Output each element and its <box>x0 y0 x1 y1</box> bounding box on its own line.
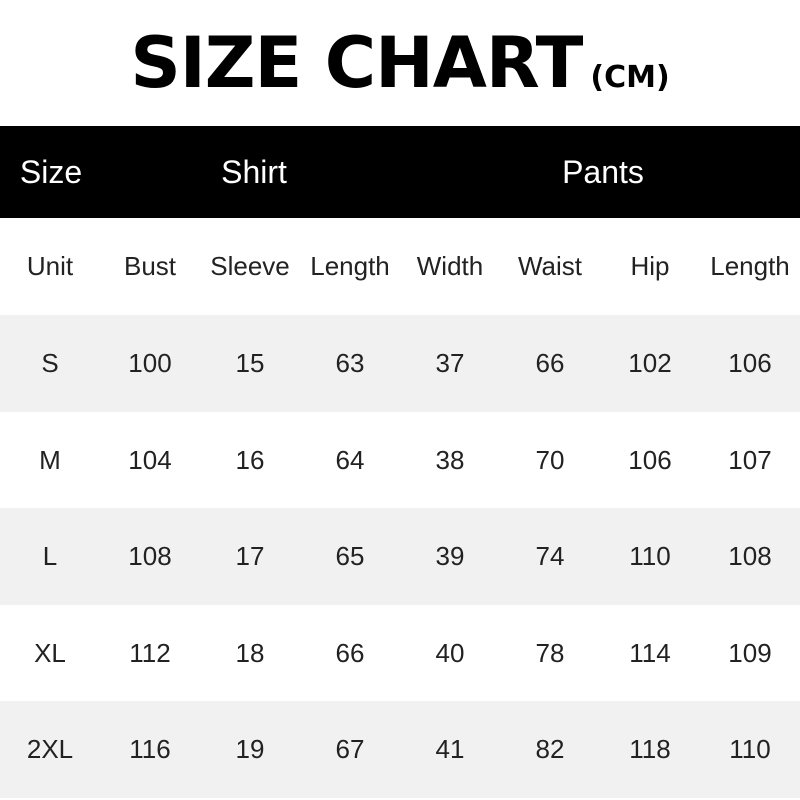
table-cell: 40 <box>435 637 465 668</box>
table-cell: 104 <box>128 444 172 475</box>
table-cell: S <box>41 348 59 378</box>
table-cell: 37 <box>435 348 465 378</box>
table-cell: 65 <box>335 541 365 571</box>
table-cell: Sleeve <box>210 251 290 281</box>
table-cell: 16 <box>235 444 265 475</box>
table-cell: 70 <box>535 444 565 475</box>
table-cell: Unit <box>26 251 74 281</box>
table-cell: Bust <box>123 251 177 281</box>
table-cell: Width <box>416 251 484 281</box>
table-cell: 39 <box>435 541 465 571</box>
table-cell: 110 <box>729 734 771 764</box>
table-row: 2XL 116 19 67 41 82 118 110 <box>0 701 800 798</box>
table-cell: 116 <box>129 734 171 764</box>
table-cell: 100 <box>128 348 172 378</box>
table-row: XL 112 18 66 40 78 114 109 <box>0 605 800 702</box>
table-row: L 108 17 65 39 74 110 108 <box>0 508 800 605</box>
table-cell: 112 <box>129 637 171 668</box>
header-pants: Pants <box>562 154 644 190</box>
table-cell: Length <box>710 251 790 281</box>
page-title: SIZE CHART (CM) <box>0 22 800 104</box>
table-cell: 18 <box>235 637 265 668</box>
table-cell: 66 <box>535 348 565 378</box>
table-cell: 82 <box>535 734 565 764</box>
table-cell: 109 <box>728 637 772 668</box>
table-cell: 106 <box>728 348 772 378</box>
table-cell: 107 <box>728 444 772 475</box>
column-header-row: Unit Bust Sleeve Length Width Waist Hip Length <box>0 218 800 315</box>
table-cell: 102 <box>628 348 672 378</box>
header-shirt: Shirt <box>221 154 287 190</box>
table-cell: 118 <box>629 734 671 764</box>
table-cell: 63 <box>335 348 365 378</box>
table-cell: 74 <box>535 541 565 571</box>
table-cell: 110 <box>629 541 671 571</box>
table-row: M 104 16 64 38 70 106 107 <box>0 412 800 509</box>
title-unit: (CM) <box>590 60 670 95</box>
table-cell: Hip <box>630 251 670 281</box>
table-cell: Length <box>310 251 390 281</box>
table-cell: 67 <box>335 734 365 764</box>
table-cell: 38 <box>435 444 465 475</box>
header-size: Size <box>19 154 83 190</box>
table-cell: L <box>42 541 58 571</box>
table-cell: 2XL <box>26 734 74 764</box>
table-cell: 106 <box>628 444 672 475</box>
table-row: S 100 15 63 37 66 102 106 <box>0 315 800 412</box>
table-cell: 15 <box>235 348 265 378</box>
table-cell: 19 <box>235 734 265 764</box>
table-cell: 17 <box>235 541 265 571</box>
title-main: SIZE CHART <box>130 22 583 104</box>
table-cell: 41 <box>435 734 465 764</box>
table-cell: 108 <box>728 541 772 571</box>
table-cell: 108 <box>128 541 172 571</box>
table-cell: Waist <box>517 251 583 281</box>
table-cell: 78 <box>535 637 565 668</box>
table-header: Size Shirt Pants <box>0 126 800 218</box>
table-cell: XL <box>34 637 66 668</box>
table-cell: M <box>39 444 61 475</box>
table-cell: 64 <box>335 444 365 475</box>
table-cell: 66 <box>335 637 365 668</box>
table-cell: 114 <box>629 637 671 668</box>
